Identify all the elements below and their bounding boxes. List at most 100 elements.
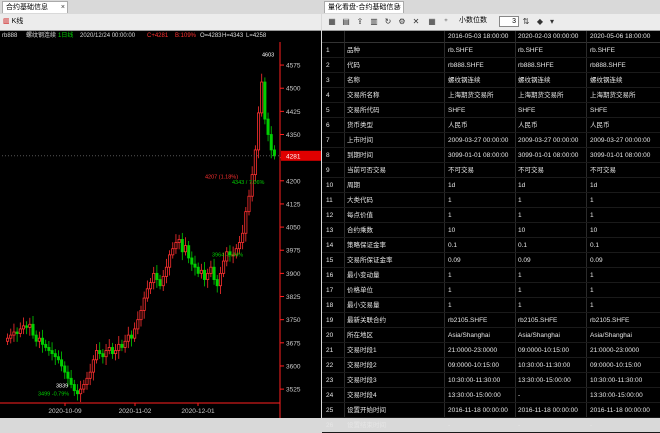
refresh-icon[interactable]: ↻ bbox=[384, 17, 392, 26]
candle-body bbox=[263, 81, 267, 120]
value-col-1: rb2105.SHFE bbox=[448, 317, 488, 324]
settings-icon[interactable]: ⚙ bbox=[398, 17, 406, 26]
field-name: 最小交易量 bbox=[347, 302, 380, 309]
value-col-2: 1d bbox=[518, 182, 526, 189]
export-icon[interactable]: ⇪ bbox=[356, 17, 364, 26]
tab-contract-info-right[interactable]: 量化看盘-合约基础信息 × bbox=[324, 1, 404, 13]
value-col-1: 1d bbox=[448, 182, 456, 189]
close-icon[interactable]: × bbox=[60, 4, 65, 11]
table-row[interactable]: 6 货币类型 人民币 人民币 人民币 bbox=[322, 118, 660, 133]
table-row[interactable]: 19 最新关联合约 rb2105.SHFE rb2105.SHFE rb2105.SHF… bbox=[322, 313, 660, 328]
chevron-down-icon[interactable]: ▾ bbox=[549, 17, 554, 26]
table-row[interactable]: 16 最小变动量 1 1 1 bbox=[322, 268, 660, 283]
candle-body bbox=[152, 272, 156, 284]
row-index: 10 bbox=[326, 182, 334, 189]
candle-body bbox=[228, 251, 232, 256]
delete-icon[interactable]: ✕ bbox=[412, 17, 420, 26]
columns-icon[interactable]: ▥ bbox=[370, 17, 378, 26]
tab-contract-info-left[interactable]: 合约基础信息 × bbox=[2, 1, 68, 13]
table-row[interactable]: 21 交易时段1 21:0000-23:0000 09:0000-10:15:00 21… bbox=[322, 343, 660, 358]
candle-body bbox=[136, 319, 140, 330]
candle-body bbox=[28, 323, 32, 328]
candle-body bbox=[158, 279, 162, 287]
table-row[interactable]: 3 名称 螺纹钢连续 螺纹钢连续 螺纹钢连续 bbox=[322, 73, 660, 88]
kline-button[interactable]: ▥ K线 bbox=[3, 16, 23, 27]
table-row[interactable]: 18 最小交易量 1 1 1 bbox=[322, 298, 660, 313]
candle-body bbox=[117, 343, 121, 351]
column-header-1[interactable]: 2016-05-03 18:00:00 bbox=[448, 33, 509, 40]
table-row[interactable]: 22 交易时段2 09:0000-10:15:00 10:30:00-11:30:00… bbox=[322, 358, 660, 373]
tag-icon[interactable]: ◆ bbox=[536, 17, 544, 26]
value-col-3: 21:0000-23:0000 bbox=[590, 347, 640, 354]
value-col-1: 1 bbox=[448, 272, 452, 279]
value-col-1: 人民币 bbox=[448, 122, 468, 129]
candle-body bbox=[215, 279, 219, 287]
table-row[interactable]: 8 到期时间 3099-01-01 08:00:00 3099-01-01 08:00… bbox=[322, 148, 660, 163]
value-col-3: 09:0000-10:15:00 bbox=[590, 362, 641, 369]
calendar-icon[interactable]: ▤ bbox=[342, 17, 350, 26]
candle-body bbox=[18, 328, 22, 334]
table-row[interactable]: 23 交易时段3 10:30:00-11:30:00 13:30:00-15:00:0… bbox=[322, 373, 660, 388]
row-index: 3 bbox=[326, 77, 330, 84]
table-row[interactable]: 17 价格单位 1 1 1 bbox=[322, 283, 660, 298]
period-label[interactable]: 1日线 bbox=[58, 33, 74, 39]
value-col-2: 10:30:00-11:30:00 bbox=[518, 362, 571, 369]
table-row[interactable]: 2 代码 rb888.SHFE rb888.SHFE rb888.SHFE bbox=[322, 58, 660, 73]
value-col-2: 1 bbox=[518, 272, 522, 279]
candle-body bbox=[145, 288, 149, 299]
candle-body bbox=[218, 272, 222, 287]
table-row[interactable]: 24 交易时段4 13:30:00-15:00:00 - 13:30:00-15:00:… bbox=[322, 388, 660, 403]
symbol-code: rb888 bbox=[2, 33, 18, 39]
candle-body bbox=[164, 266, 168, 277]
bar-change: C+4281 bbox=[147, 33, 169, 39]
candle-body bbox=[177, 239, 181, 243]
table-row[interactable]: 13 合约乘数 10 10 10 bbox=[322, 223, 660, 238]
candle-body bbox=[272, 149, 276, 157]
value-col-1: Asia/Shanghai bbox=[448, 332, 490, 339]
value-col-2: 10 bbox=[518, 227, 526, 234]
grid-icon[interactable]: ▦ bbox=[428, 17, 436, 26]
decimal-input[interactable]: 3 bbox=[499, 16, 519, 27]
table-row[interactable]: 14 策略保证金率 0.1 0.1 0.1 bbox=[322, 238, 660, 253]
candle-body bbox=[244, 211, 248, 234]
candle-body bbox=[72, 384, 76, 392]
table-row[interactable]: 10 周期 1d 1d 1d bbox=[322, 178, 660, 193]
value-col-1: 1 bbox=[448, 302, 452, 309]
table-row[interactable]: 25 设置开始时间 2016-11-18 00:00:00 2016-11-18 00… bbox=[322, 403, 660, 418]
table-row[interactable]: 7 上市时间 2009-03-27 00:00:00 2009-03-27 00:00… bbox=[322, 133, 660, 148]
stepper-icon[interactable]: ⇅ bbox=[522, 17, 530, 26]
table-row[interactable]: 9 当前可否交易 不可交易 不可交易 不可交易 bbox=[322, 163, 660, 178]
value-col-1: 上海期货交易所 bbox=[448, 92, 494, 99]
candle-body bbox=[15, 331, 19, 334]
value-col-3: rb2105.SHFE bbox=[590, 317, 630, 324]
table-row[interactable]: 5 交易所代码 SHFE SHFE SHFE bbox=[322, 103, 660, 118]
field-name: 价格单位 bbox=[347, 287, 373, 294]
table-icon[interactable]: ▦ bbox=[328, 17, 336, 26]
y-tick-label: 4125 bbox=[286, 201, 301, 208]
value-col-2: 2016-11-18 00:00:00 bbox=[518, 407, 578, 414]
field-name: 交易时段4 bbox=[347, 392, 377, 399]
table-row[interactable]: 4 交易所名称 上海期货交易所 上海期货交易所 上海期货交易所 bbox=[322, 88, 660, 103]
bar-open: O=4283 bbox=[200, 33, 222, 39]
candle-body bbox=[101, 353, 105, 358]
candlestick-chart[interactable]: 4575450044254350427542004125405039753900… bbox=[0, 31, 321, 418]
table-row[interactable]: 20 所在地区 Asia/Shanghai Asia/Shanghai Asia/Sha… bbox=[322, 328, 660, 343]
row-index: 23 bbox=[326, 377, 334, 384]
candle-body bbox=[34, 334, 38, 342]
candle-body bbox=[25, 325, 29, 328]
value-col-3: 2009-03-27 00:00:00 bbox=[590, 137, 651, 144]
field-name: 设置结束时间 bbox=[347, 422, 386, 429]
candle-body bbox=[250, 174, 254, 197]
table-row[interactable]: 1 品种 rb.SHFE rb.SHFE rb.SHFE bbox=[322, 43, 660, 58]
table-row[interactable]: 12 每点价值 1 1 1 bbox=[322, 208, 660, 223]
table-row[interactable]: 11 大类代码 1 1 1 bbox=[322, 193, 660, 208]
close-icon[interactable]: × bbox=[396, 4, 401, 11]
table-row[interactable]: 15 交易所保证金率 0.09 0.09 0.09 bbox=[322, 253, 660, 268]
table-row[interactable]: 26 设置结束时间 - - - bbox=[322, 418, 660, 433]
column-header-3[interactable]: 2020-05-06 18:00:00 bbox=[590, 33, 651, 40]
candle-body bbox=[139, 310, 143, 321]
value-col-3: 10 bbox=[590, 227, 598, 234]
column-header-2[interactable]: 2020-02-03 00:00:00 bbox=[518, 33, 579, 40]
candle-body bbox=[53, 353, 57, 358]
candle-body bbox=[60, 359, 64, 367]
